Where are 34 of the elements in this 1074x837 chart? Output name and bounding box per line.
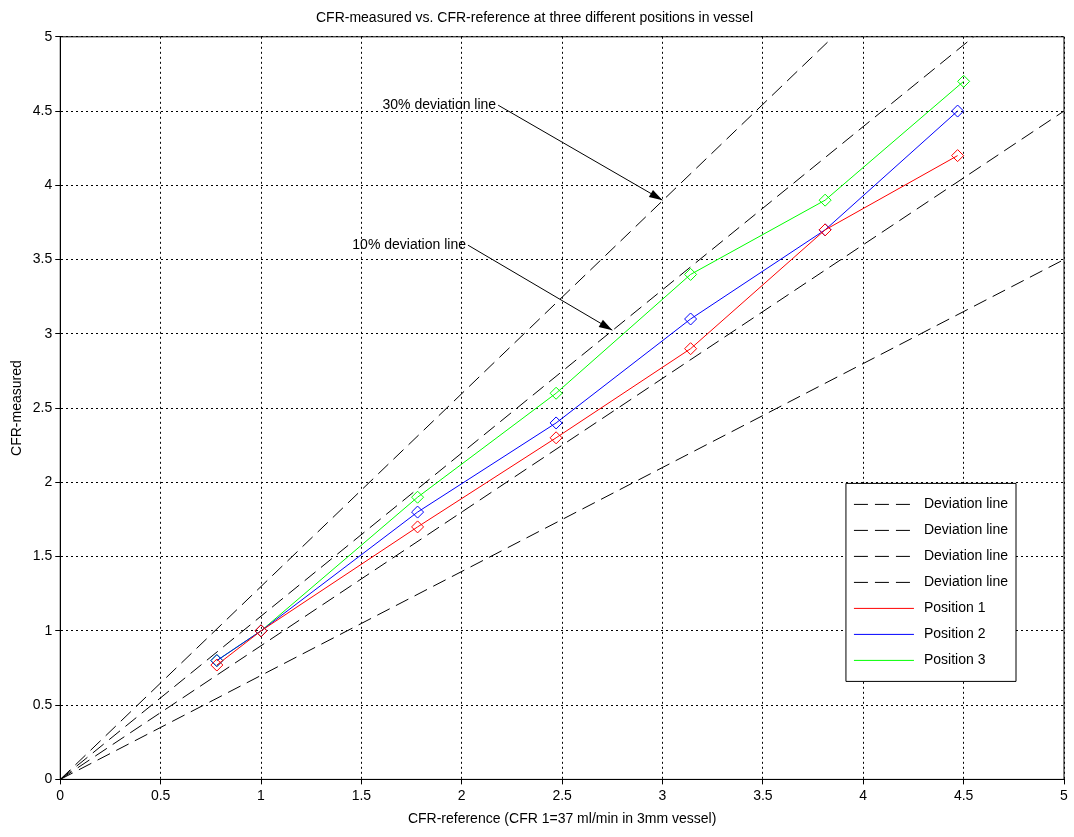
y-tick-label: 3.5 <box>32 250 53 267</box>
x-tick-label: 2 <box>457 786 466 803</box>
y-tick-label: 2.5 <box>32 398 53 415</box>
x-tick-label: 0.5 <box>150 786 171 803</box>
legend-label: Deviation line <box>923 573 1009 590</box>
y-tick-label: 3 <box>44 324 53 341</box>
legend-label: Position 1 <box>923 599 986 616</box>
legend-label: Deviation line <box>923 547 1009 564</box>
y-tick-label: 5 <box>44 27 53 44</box>
legend-label: Position 2 <box>923 625 986 642</box>
y-tick-label: 4.5 <box>32 101 53 118</box>
annotation: 30% deviation line <box>382 96 497 113</box>
x-tick-label: 3.5 <box>753 786 773 803</box>
x-tick-label: 5 <box>1060 786 1069 803</box>
x-tick-label: 2.5 <box>552 786 573 803</box>
x-tick-label: 4 <box>859 786 868 803</box>
y-axis-title: CFR-measured <box>8 360 25 456</box>
x-tick-label: 0 <box>56 786 65 803</box>
y-tick-label: 2 <box>44 473 53 490</box>
y-tick-label: 4 <box>44 176 53 193</box>
x-tick-label: 1.5 <box>351 786 372 803</box>
x-tick-label: 3 <box>658 786 667 803</box>
x-tick-label: 1 <box>257 786 266 803</box>
x-tick-label: 4.5 <box>953 786 974 803</box>
y-tick-label: 1.5 <box>32 547 53 564</box>
x-axis-title: CFR-reference (CFR 1=37 ml/min in 3mm vessel) <box>407 810 717 827</box>
y-tick-label: 0.5 <box>32 696 53 712</box>
y-tick-label: 1 <box>44 621 53 638</box>
chart-title: CFR-measured vs. CFR-reference at three different positions in vessel <box>315 9 754 26</box>
annotation: 10% deviation line <box>352 235 467 252</box>
legend-label: Position 3 <box>923 651 986 668</box>
legend-label: Deviation line <box>923 521 1009 538</box>
legend-label: Deviation line <box>923 495 1009 512</box>
y-tick-label: 0 <box>44 770 53 787</box>
